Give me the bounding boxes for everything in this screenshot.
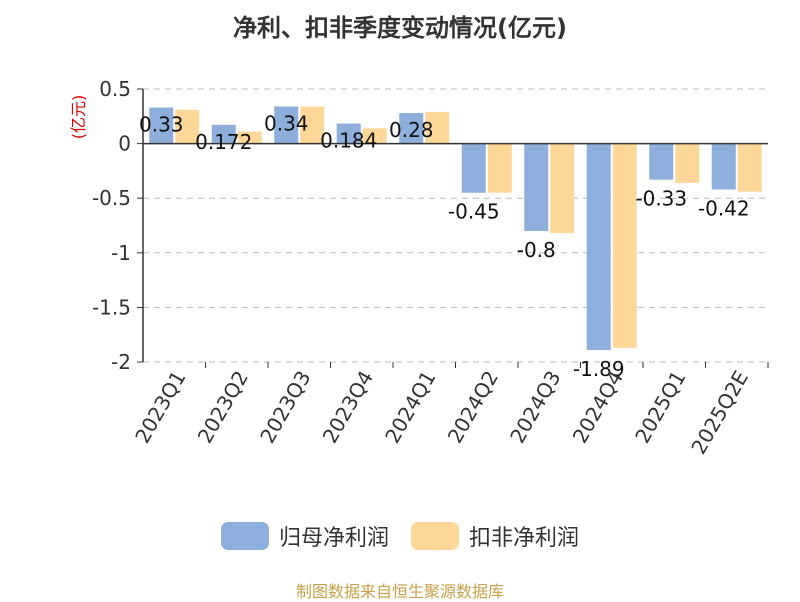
x-tick-label: 2023Q4: [318, 367, 378, 448]
bar-series-2: [612, 143, 637, 348]
legend-label-series-2: 扣非净利润: [469, 526, 580, 551]
y-axis-label: (亿元): [69, 95, 88, 140]
bar-series-1: [711, 143, 736, 190]
bar-series-2: [425, 111, 450, 144]
x-tick-label: 2025Q2E: [686, 367, 753, 459]
x-tick-label: 2024Q3: [505, 367, 565, 448]
legend-item-series-1[interactable]: 归母净利润: [220, 520, 389, 552]
chart-title: 净利、扣非季度变动情况(亿元): [233, 14, 567, 42]
bar-series-2: [300, 106, 325, 144]
bar-series-1: [274, 106, 299, 144]
y-tick-label: -2: [111, 350, 131, 374]
x-tick-label: 2023Q1: [130, 367, 190, 448]
y-tick-label: -0.5: [92, 186, 131, 210]
x-tick-label: 2024Q2: [443, 367, 503, 448]
data-label: 0.28: [389, 118, 434, 142]
bar-series-2: [737, 143, 762, 192]
bar-series-1: [149, 107, 174, 144]
data-label: 0.33: [139, 113, 184, 137]
data-label: 0.34: [264, 111, 309, 135]
bar-series-1: [586, 143, 611, 350]
data-label: -1.89: [573, 357, 625, 381]
data-label: 0.184: [320, 129, 377, 153]
y-tick-label: -1.5: [92, 295, 131, 319]
bar-series-2: [675, 143, 700, 183]
legend: 归母净利润 扣非净利润: [0, 520, 800, 552]
legend-swatch-series-1: [220, 522, 269, 550]
x-tick-label: 2025Q1: [630, 367, 690, 448]
x-tick-label: 2024Q1: [380, 367, 440, 448]
bar-series-1: [399, 113, 424, 144]
legend-item-series-2[interactable]: 扣非净利润: [411, 520, 579, 552]
bar-series-1: [211, 124, 236, 144]
bar-series-1: [336, 123, 361, 144]
bar-series-1: [524, 143, 549, 231]
legend-swatch-series-2: [411, 522, 459, 550]
source-note: 制图数据来自恒生聚源数据库: [295, 582, 504, 601]
x-tick-label: 2023Q2: [193, 367, 253, 448]
bar-series-2: [175, 109, 200, 144]
legend-label-series-1: 归母净利润: [278, 526, 389, 551]
data-label: -0.8: [517, 238, 556, 262]
bar-series-2: [487, 143, 512, 193]
bar-series-1: [649, 143, 674, 180]
data-label: 0.172: [195, 130, 252, 154]
bar-series-2: [237, 131, 262, 144]
bar-series-2: [550, 143, 575, 234]
data-label: -0.42: [698, 196, 750, 220]
y-tick-label: 0: [118, 132, 131, 156]
y-tick-label: 0.5: [99, 77, 131, 101]
data-label: -0.45: [448, 200, 500, 224]
bar-series-1: [461, 143, 486, 193]
y-tick-label: -1: [111, 241, 131, 265]
data-label: -0.33: [635, 187, 687, 211]
x-tick-label: 2023Q3: [255, 367, 315, 448]
bar-series-2: [362, 128, 387, 144]
